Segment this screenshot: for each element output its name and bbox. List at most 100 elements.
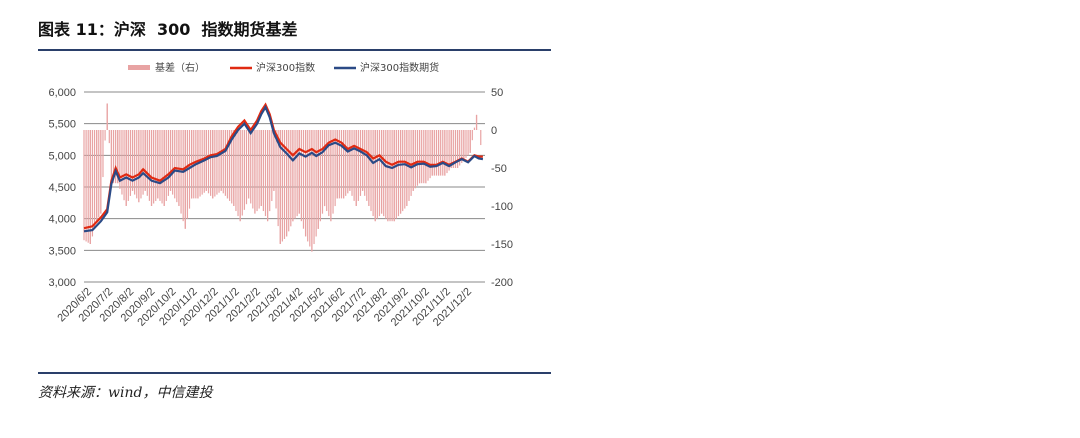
basis-bar xyxy=(444,130,446,176)
basis-bar xyxy=(456,130,459,168)
basis-bar xyxy=(248,130,250,199)
basis-bar xyxy=(243,130,245,210)
basis-bar xyxy=(450,130,452,168)
basis-bar xyxy=(465,130,467,158)
basis-bar xyxy=(359,130,362,196)
basis-bar xyxy=(475,114,478,130)
basis-bar xyxy=(157,130,159,199)
basis-bar xyxy=(250,130,252,204)
basis-bar xyxy=(313,130,315,245)
basis-bar xyxy=(207,130,210,194)
basis-bar xyxy=(153,130,155,204)
basis-bar xyxy=(89,130,91,244)
basis-bar xyxy=(452,130,454,168)
basis-bar xyxy=(370,130,372,212)
basis-bar xyxy=(108,130,110,144)
y-left-tick-label: 6,000 xyxy=(48,87,76,99)
basis-bar xyxy=(186,130,189,219)
basis-bar xyxy=(345,130,347,196)
basis-bar xyxy=(454,130,457,168)
basis-bar xyxy=(372,130,374,217)
basis-bar xyxy=(163,130,165,206)
basis-bar xyxy=(271,130,273,202)
x-axis: 2020/6/22020/7/22020/8/22020/9/22020/10/… xyxy=(55,286,474,329)
basis-bar xyxy=(96,130,98,222)
y-axis-right: 50 0 -50 -100 -150 -200 xyxy=(491,87,513,289)
basis-bar xyxy=(336,130,338,199)
basis-bar xyxy=(355,130,357,206)
legend-label-futures: 沪深300指数期货 xyxy=(360,61,439,74)
basis-bar xyxy=(235,130,237,212)
y-right-tick-label: -50 xyxy=(491,163,507,175)
basis-bar xyxy=(357,130,359,201)
basis-bar xyxy=(340,130,343,199)
basis-bar xyxy=(347,130,349,194)
figure-title: 图表 11：沪深 300 指数期货基差 xyxy=(38,20,298,39)
basis-bar xyxy=(260,130,262,206)
y-right-tick-label: -100 xyxy=(491,201,513,213)
index-line xyxy=(83,102,483,230)
basis-bar xyxy=(115,130,117,184)
basis-bar xyxy=(119,130,121,189)
futures-line xyxy=(83,104,484,233)
basis-bar xyxy=(104,130,106,141)
chart: 基差（右） 沪深300指数 沪深300指数期货 6,000 5,500 5,000 4… xyxy=(48,61,513,329)
basis-bar xyxy=(231,130,233,204)
basis-bar xyxy=(446,130,448,174)
basis-bar xyxy=(102,130,104,178)
basis-bar xyxy=(399,130,402,214)
source-note: 资料来源：wind，中信建投 xyxy=(38,385,213,401)
basis-bar xyxy=(159,130,161,201)
basis-bar xyxy=(431,130,433,176)
basis-bar xyxy=(239,130,241,222)
basis-bar xyxy=(317,130,319,229)
basis-bar xyxy=(161,130,163,204)
y-left-tick-label: 4,000 xyxy=(48,214,76,226)
basis-bar xyxy=(214,130,216,197)
basis-bar xyxy=(279,130,281,244)
basis-bar xyxy=(98,130,100,218)
basis-bar xyxy=(264,130,267,217)
basis-bar xyxy=(252,130,254,209)
y-axis-left: 6,000 5,500 5,000 4,500 4,000 3,500 3,000 xyxy=(48,87,76,289)
basis-bar xyxy=(319,130,321,222)
basis-bar xyxy=(368,130,370,206)
basis-bar xyxy=(256,130,258,212)
basis-bar xyxy=(418,130,421,184)
basis-bar xyxy=(144,130,146,191)
basis-bar xyxy=(473,127,476,130)
basis-bar xyxy=(423,130,425,184)
basis-bar xyxy=(315,130,317,237)
basis-bar xyxy=(117,130,119,184)
basis-bar xyxy=(459,130,461,166)
basis-bar xyxy=(148,130,151,201)
basis-bar xyxy=(380,130,383,214)
basis-bar xyxy=(93,130,96,229)
basis-bar xyxy=(391,130,393,222)
basis-bar xyxy=(353,130,355,201)
basis-bar xyxy=(300,130,302,222)
basis-bar xyxy=(376,130,378,219)
basis-bar xyxy=(91,130,94,237)
basis-bar xyxy=(220,130,222,191)
basis-bar xyxy=(469,130,471,153)
y-right-tick-label: 50 xyxy=(491,87,503,99)
basis-bar xyxy=(146,130,148,196)
basis-bar xyxy=(302,130,305,229)
basis-bar xyxy=(433,130,435,176)
basis-bar xyxy=(385,130,387,219)
basis-bar xyxy=(334,130,336,207)
basis-bar xyxy=(402,130,404,212)
basis-bar xyxy=(167,130,169,196)
basis-bar xyxy=(383,130,385,217)
basis-bar xyxy=(298,130,300,214)
basis-bar xyxy=(435,130,438,176)
source-rule xyxy=(38,372,551,374)
basis-bar xyxy=(254,130,256,214)
basis-bar xyxy=(136,130,138,199)
basis-bar xyxy=(442,130,444,176)
basis-bar xyxy=(463,130,465,161)
basis-bar xyxy=(281,130,283,242)
basis-bar xyxy=(326,130,328,212)
basis-bar xyxy=(140,130,142,199)
